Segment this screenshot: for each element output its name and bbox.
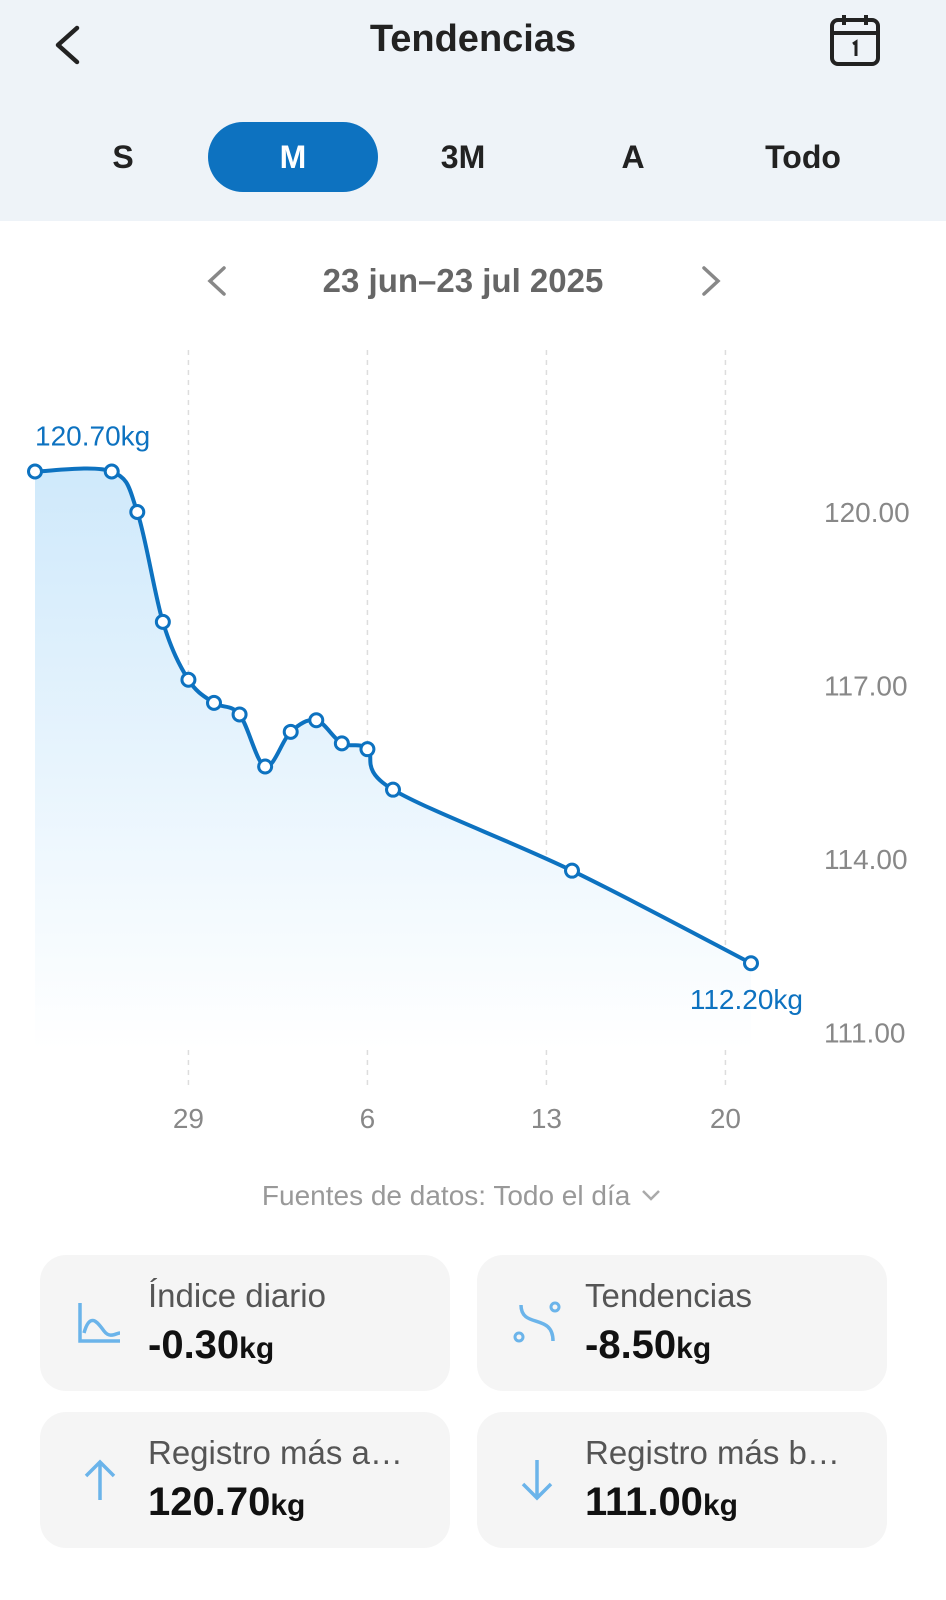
unit: kg	[702, 1489, 738, 1522]
value: 120.70	[148, 1480, 271, 1524]
next-range[interactable]	[694, 262, 728, 300]
point	[257, 758, 274, 775]
tab[interactable]: Todo	[765, 138, 841, 175]
x-tick-label: 6	[360, 1103, 376, 1134]
point	[333, 735, 350, 752]
chevron	[642, 1190, 660, 1201]
icon	[513, 1301, 561, 1343]
stat-label: Registro más b…	[585, 1434, 840, 1471]
unit: kg	[270, 1489, 306, 1522]
point	[564, 862, 580, 879]
date-range: 23 jun–23 jul 2025	[322, 262, 604, 299]
y-tick-label: 111.00	[824, 1018, 905, 1049]
point	[743, 955, 759, 972]
point	[308, 712, 325, 729]
value: 111.00	[585, 1480, 703, 1524]
prev-range[interactable]	[200, 262, 234, 300]
value: -8.50	[585, 1323, 677, 1367]
chart: 29 6 13 20 120.00 117.00 114.00 111.00 120.70kg 1…	[27, 350, 910, 1134]
point	[154, 613, 171, 630]
point	[282, 723, 299, 740]
period-tabs: S M 3M A Todo	[38, 122, 888, 192]
y-tick-label: 117.00	[824, 671, 908, 702]
header	[0, 0, 946, 221]
y-tick-label: 114.00	[824, 844, 908, 875]
icon	[84, 1459, 116, 1500]
stat-label: Tendencias	[585, 1277, 752, 1314]
stat-value: 111.00kg	[585, 1480, 738, 1525]
calendar-button[interactable]	[826, 12, 884, 70]
stat-card: Tendencias -8.50kg	[477, 1255, 887, 1391]
title: Tendencias	[369, 18, 577, 60]
stat-card: Índice diario -0.30kg	[40, 1255, 450, 1391]
value: -0.30	[148, 1323, 240, 1367]
tab[interactable]: 3M	[440, 138, 486, 175]
stat-card: Registro más b… 111.00kg	[477, 1412, 887, 1548]
point	[180, 671, 197, 688]
point	[385, 781, 401, 798]
stat-value: 120.70kg	[148, 1480, 305, 1525]
tab[interactable]: M	[208, 122, 378, 192]
stat-card: Registro más a… 120.70kg	[40, 1412, 450, 1548]
x-tick-label: 20	[710, 1103, 741, 1134]
point	[231, 706, 248, 723]
tab[interactable]: A	[621, 138, 645, 175]
stat-value: -0.30kg	[148, 1323, 274, 1368]
point	[27, 463, 43, 480]
point	[103, 463, 120, 480]
unit: kg	[239, 1332, 275, 1365]
tab[interactable]: S	[112, 138, 134, 175]
stat-label: Registro más a…	[148, 1434, 403, 1471]
value-label: 120.70kg	[35, 420, 150, 451]
x-tick-label: 29	[173, 1103, 204, 1134]
data-source[interactable]: Fuentes de datos: Todo el día	[0, 1180, 926, 1212]
point	[206, 694, 222, 711]
data-source-label: Fuentes de datos: Todo el día	[261, 1180, 631, 1211]
area	[35, 468, 751, 1050]
back-button[interactable]	[44, 20, 94, 70]
point	[129, 503, 146, 520]
line	[34, 466, 752, 965]
icon	[78, 1303, 121, 1343]
value-label: 112.20kg	[690, 984, 803, 1015]
stat-value: -8.50kg	[585, 1323, 711, 1368]
point	[359, 741, 376, 758]
stat-label: Índice diario	[148, 1277, 326, 1314]
y-tick-label: 120.00	[824, 497, 910, 528]
x-tick-label: 13	[531, 1103, 562, 1134]
icon	[521, 1460, 553, 1501]
unit: kg	[676, 1332, 712, 1365]
